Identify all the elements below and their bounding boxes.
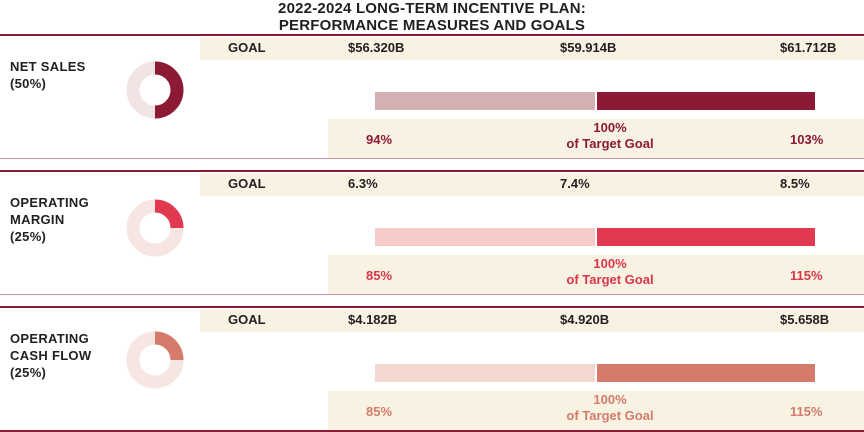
goal-label: GOAL bbox=[228, 176, 266, 191]
payout-target: 100% of Target Goal bbox=[566, 120, 654, 151]
goal-band bbox=[200, 174, 864, 196]
payout-band bbox=[328, 255, 864, 295]
goal-maximum-value: $61.712B bbox=[780, 40, 837, 55]
page-title: 2022-2024 LONG-TERM INCENTIVE PLAN: PERF… bbox=[0, 0, 864, 34]
range-bar-below-target bbox=[375, 92, 595, 110]
payout-maximum: 115% bbox=[790, 404, 823, 419]
weight-donut-chart bbox=[126, 199, 184, 257]
goal-target-value: $59.914B bbox=[560, 40, 617, 55]
measure-label: NET SALES (50%) bbox=[10, 59, 86, 91]
goal-label: GOAL bbox=[228, 312, 266, 327]
divider bbox=[0, 430, 864, 432]
range-bar-below-target bbox=[375, 364, 595, 382]
goal-band bbox=[200, 310, 864, 332]
payout-band bbox=[328, 119, 864, 159]
donut-weight-arc bbox=[154, 331, 184, 361]
payout-target: 100% of Target Goal bbox=[566, 392, 654, 423]
donut-weight-arc bbox=[154, 199, 184, 229]
range-bar-above-target bbox=[597, 92, 815, 110]
payout-threshold: 85% bbox=[366, 268, 393, 283]
divider bbox=[0, 294, 864, 295]
range-bar-below-target bbox=[375, 228, 595, 246]
range-bar-above-target bbox=[597, 364, 815, 382]
title-line-2: PERFORMANCE MEASURES AND GOALS bbox=[278, 17, 586, 34]
goal-band bbox=[200, 38, 864, 60]
title-line-1: 2022-2024 LONG-TERM INCENTIVE PLAN: bbox=[278, 0, 586, 17]
measure-label: OPERATING CASH FLOW (25%) bbox=[10, 331, 92, 380]
payout-threshold: 94% bbox=[366, 132, 393, 147]
divider bbox=[0, 306, 864, 308]
divider bbox=[0, 34, 864, 36]
section-operating-cash-flow: OPERATING CASH FLOW (25%) GOAL $4.182B $… bbox=[0, 308, 864, 432]
measure-label: OPERATING MARGIN (25%) bbox=[10, 195, 90, 244]
payout-maximum: 103% bbox=[790, 132, 824, 147]
section-operating-margin: OPERATING MARGIN (25%) GOAL 6.3% 7.4% 8.… bbox=[0, 172, 864, 296]
section-net-sales: NET SALES (50%) GOAL $56.320B $59.914B $… bbox=[0, 36, 864, 160]
payout-band bbox=[328, 391, 864, 431]
goal-target-value: $4.920B bbox=[560, 312, 610, 327]
weight-donut-chart bbox=[126, 331, 184, 389]
payout-threshold: 85% bbox=[366, 404, 393, 419]
goal-maximum-value: 8.5% bbox=[780, 176, 810, 191]
goal-target-value: 7.4% bbox=[560, 176, 590, 191]
goal-threshold-value: $4.182B bbox=[348, 312, 398, 327]
payout-maximum: 115% bbox=[790, 268, 823, 283]
goal-threshold-value: $56.320B bbox=[348, 40, 405, 55]
divider bbox=[0, 170, 864, 172]
donut-weight-arc bbox=[154, 61, 184, 119]
range-bar-above-target bbox=[597, 228, 815, 246]
goal-label: GOAL bbox=[228, 40, 266, 55]
goal-maximum-value: $5.658B bbox=[780, 312, 830, 327]
weight-donut-chart bbox=[126, 61, 184, 119]
payout-target: 100% of Target Goal bbox=[566, 256, 654, 287]
goal-threshold-value: 6.3% bbox=[348, 176, 378, 191]
divider bbox=[0, 158, 864, 159]
